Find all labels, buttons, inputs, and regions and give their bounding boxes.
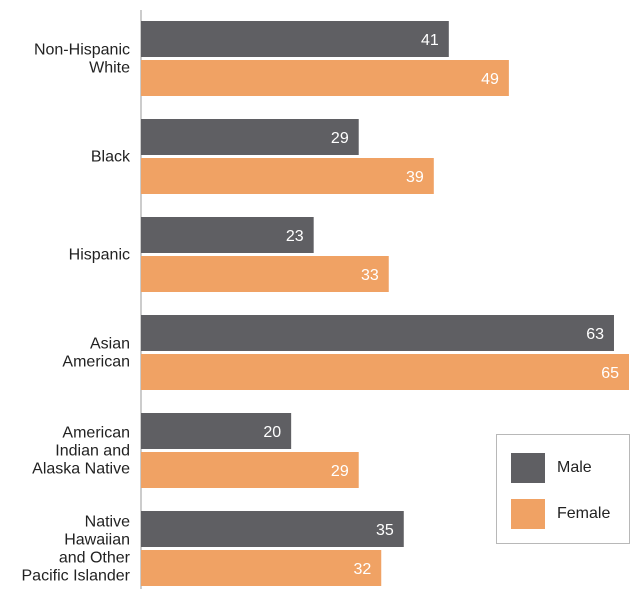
value-label-female-hispanic: 33 [361,267,379,284]
bar-female-native-hawaiian-and-other-pacific-islander [141,550,382,586]
legend-item-male: Male [511,453,592,483]
bar-female-black [141,158,434,194]
value-label-male-black: 29 [331,130,349,147]
value-label-female-black: 39 [406,169,424,186]
legend-label-female: Female [557,505,611,522]
chart-legend: Male Female [496,434,630,544]
value-label-male-non-hispanic-white: 41 [421,32,439,49]
bar-male-asian-american [141,315,614,351]
value-label-female-non-hispanic-white: 49 [481,71,499,88]
value-label-male-native-hawaiian-and-other-pacific-islander: 35 [376,522,394,539]
bar-female-american-indian-and-alaska-native [141,452,359,488]
legend-label-male: Male [557,459,592,476]
legend-swatch-male [511,453,545,483]
bar-female-hispanic [141,256,389,292]
value-label-female-american-indian-and-alaska-native: 29 [331,463,349,480]
legend-item-female: Female [511,499,610,529]
value-label-male-asian-american: 63 [586,326,604,343]
bar-male-american-indian-and-alaska-native [141,413,292,449]
bar-male-black [141,119,359,155]
bar-male-non-hispanic-white [141,21,449,57]
value-label-male-hispanic: 23 [286,228,304,245]
value-label-female-asian-american: 65 [601,365,619,382]
category-label-non-hispanic-white: Non-Hispanic White [34,42,130,77]
bar-male-hispanic [141,217,314,253]
bar-female-non-hispanic-white [141,60,509,96]
legend-swatch-female [511,499,545,529]
category-label-asian-american: Asian American [62,336,130,371]
value-label-male-american-indian-and-alaska-native: 20 [263,424,281,441]
bar-female-asian-american [141,354,629,390]
category-label-native-hawaiian-and-other-pacific-islander: Native Hawaiian and Other Pacific Islander [22,514,131,585]
value-label-female-native-hawaiian-and-other-pacific-islander: 32 [353,561,371,578]
bar-male-native-hawaiian-and-other-pacific-islander [141,511,404,547]
category-label-american-indian-and-alaska-native: American Indian and Alaska Native [32,425,130,478]
category-label-black: Black [91,149,131,166]
category-label-hispanic: Hispanic [69,247,130,264]
